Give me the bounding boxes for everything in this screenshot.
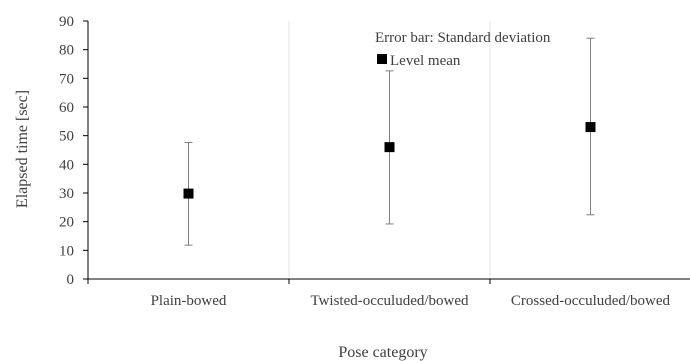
x-tick-label: Crossed-occuluded/bowed: [511, 293, 671, 309]
grid-lines: [288, 21, 491, 279]
x-axis-title: Pose category: [338, 344, 427, 361]
y-tick-label: 80: [59, 43, 74, 59]
legend: Level mean: [377, 53, 461, 69]
mean-marker: [183, 188, 194, 199]
y-axis-title: Elapsed time [sec]: [14, 90, 31, 208]
error-bars: [184, 37, 595, 246]
mean-markers: [183, 122, 596, 199]
y-tick-label: 90: [59, 14, 74, 30]
x-tick-label: Twisted-occuluded/bowed: [310, 293, 469, 309]
errorbar-annotation: Error bar: Standard deviation: [375, 30, 551, 46]
y-axis-ticks: 0 10 20 30 40 50 60 70 80 90: [59, 14, 88, 288]
mean-marker: [585, 122, 596, 133]
axes: [87, 21, 690, 284]
mean-marker: [384, 142, 395, 153]
y-tick-label: 50: [59, 129, 74, 145]
y-tick-label: 0: [67, 272, 75, 288]
y-tick-label: 70: [59, 71, 74, 87]
y-tick-label: 60: [59, 100, 74, 116]
y-tick-label: 20: [59, 215, 74, 231]
legend-label: Level mean: [390, 53, 461, 69]
legend-marker: [377, 54, 387, 64]
y-tick-label: 40: [59, 157, 74, 173]
y-tick-label: 10: [59, 243, 74, 259]
x-axis-tick-labels: Plain-bowed Twisted-occuluded/bowed Crosse…: [151, 293, 671, 309]
y-tick-label: 30: [59, 186, 74, 202]
x-tick-label: Plain-bowed: [151, 293, 227, 309]
